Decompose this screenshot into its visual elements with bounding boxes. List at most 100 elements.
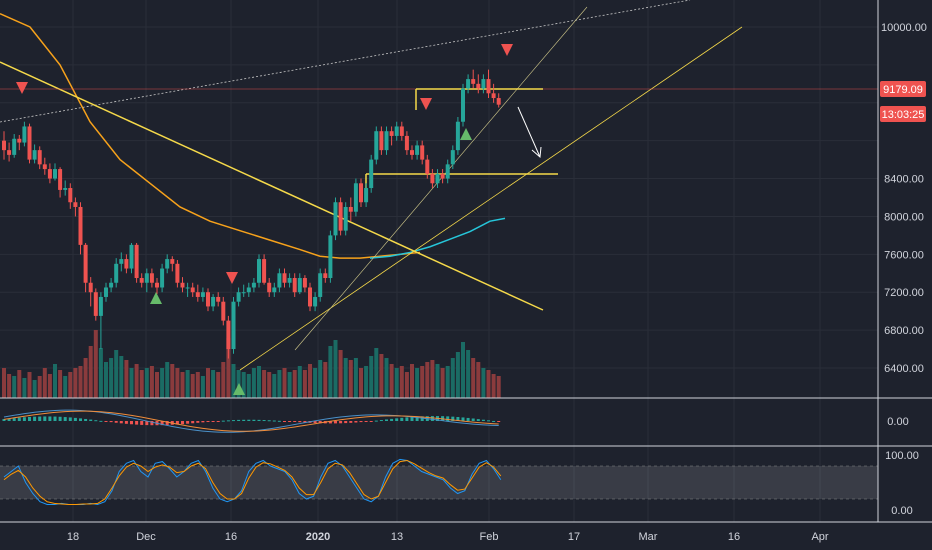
volume-bar [58,370,63,398]
volume-bar [267,372,272,398]
ma-teal-line [369,217,506,259]
candle-body [455,121,460,151]
volume-bar [481,368,486,398]
candle-body [323,273,328,279]
time-tick-label: Apr [811,531,828,543]
macd-histogram-bar [201,421,205,423]
price-axis[interactable]: 10000.00 8400.00 8000.00 7600.00 7200.00 6800… [881,22,927,375]
macd-histogram-bar [344,421,348,424]
time-tick-label: Mar [639,531,658,543]
volume-bar [455,352,460,398]
candle-body [415,145,420,155]
candle-body [359,183,363,203]
macd-histogram-bar [303,421,307,423]
macd-histogram-bar [349,421,353,423]
volume-bar [216,372,221,398]
candle-body [257,259,261,283]
candle-body [124,259,129,269]
sell-marker [501,44,513,56]
volume-bar [241,372,246,398]
candle-body [389,131,394,136]
candle-body [22,126,27,143]
volume-bar [17,370,22,398]
volume-bar [22,378,27,398]
macd-histogram-bar [410,416,414,421]
macd-signal-line [3,410,499,432]
candle-body [272,287,277,293]
candle-body [496,98,501,105]
candle-body [450,150,455,165]
volume-bar [318,360,323,398]
volume-bar [338,350,343,398]
volume-bar [139,370,144,398]
last-price-badge: 9179.09 [880,81,926,97]
buy-marker [460,128,472,140]
macd-histogram-bar [313,421,317,424]
macd-histogram-bar [456,417,460,421]
stoch-tick-label: 0.00 [891,505,912,517]
macd-histogram-bar [53,416,57,421]
candle-body [73,202,78,207]
candle-body [221,301,226,321]
candle-body [491,93,496,99]
macd-histogram-bar [257,419,261,421]
volume-bar [272,374,277,398]
volume-bar [287,372,292,398]
macd-histogram-bar [252,419,256,421]
stoch-tick-label: 100.00 [885,450,919,462]
candle-body [165,259,170,269]
macd-tick-label: 0.00 [887,416,908,428]
volume-bar [410,364,414,398]
macd-histogram-bar [68,417,72,421]
signal-markers [16,44,513,395]
macd-histogram-bar [420,416,424,421]
macd-histogram-bar [267,420,271,422]
volume-bar [211,370,216,398]
candle-body [155,282,159,288]
volume-bar [364,366,369,398]
volume-bar [206,368,210,398]
macd-histogram-bar [374,420,378,422]
volume-bar [12,376,17,398]
volume-bar [93,330,98,398]
countdown-badge-bg [880,106,926,122]
time-tick-label: Dec [136,531,156,543]
time-axis[interactable]: 18 Dec 16 2020 13 Feb 17 Mar 16 Apr [67,531,829,543]
volume-bar [292,370,297,398]
candle-body [246,287,251,293]
volume-bar [246,374,251,398]
volume-bar [333,340,338,398]
macd-histogram-bar [272,420,276,422]
volume-bar [323,362,328,398]
macd-histogram-bar [497,421,501,422]
volume-bar [348,360,353,398]
price-tick-label: 7200.00 [884,287,924,299]
panel-dividers [0,0,932,523]
volume-bar [165,362,170,398]
candle-body [471,79,476,84]
volume-bar [491,374,496,398]
volume-bar [313,368,318,398]
volume-bar [27,372,32,398]
macd-histogram-bar [145,421,149,426]
candle-body [68,188,73,203]
volume-bar [297,366,302,398]
volume-bar [389,364,394,398]
stochastic-panel [0,458,878,506]
candle-body [149,273,154,283]
volume-bar [262,370,267,398]
time-tick-label: 2020 [306,531,330,543]
candle-body [47,169,52,179]
candle-body [476,83,481,89]
candle-body [308,287,312,307]
stoch-d-line [3,459,502,505]
macd-histogram-bar [48,416,52,421]
macd-histogram-bar [160,421,164,426]
macd-histogram-bar [94,420,98,422]
volume-bar [471,358,476,398]
moving-averages [0,13,506,259]
macd-histogram-bar [216,421,220,422]
volume-bar [379,354,384,398]
candlesticks [2,69,501,359]
